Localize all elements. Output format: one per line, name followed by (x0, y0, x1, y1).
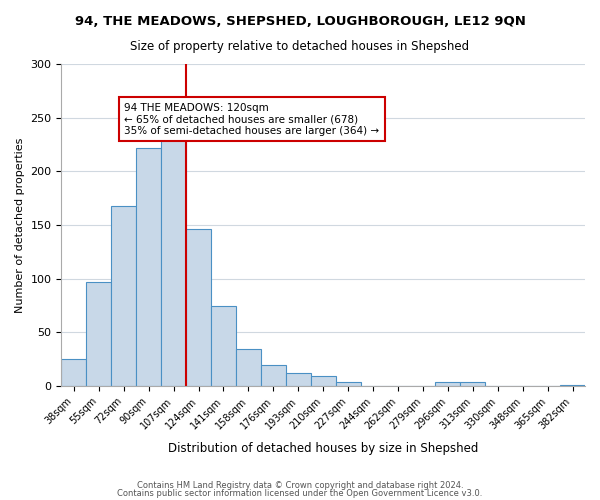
Bar (560, 385, 585, 386)
Bar (236, 348, 261, 386)
Bar (460, 382, 485, 386)
Text: 94 THE MEADOWS: 120sqm
← 65% of detached houses are smaller (678)
35% of semi-de: 94 THE MEADOWS: 120sqm ← 65% of detached… (124, 102, 379, 136)
Bar (436, 382, 460, 386)
Bar (161, 130, 186, 386)
Text: 94, THE MEADOWS, SHEPSHED, LOUGHBOROUGH, LE12 9QN: 94, THE MEADOWS, SHEPSHED, LOUGHBOROUGH,… (74, 15, 526, 28)
Bar (86, 282, 111, 386)
Bar (111, 206, 136, 386)
Bar (211, 306, 236, 386)
Text: Contains public sector information licensed under the Open Government Licence v3: Contains public sector information licen… (118, 488, 482, 498)
Bar (286, 374, 311, 386)
Bar (335, 382, 361, 386)
Y-axis label: Number of detached properties: Number of detached properties (15, 138, 25, 313)
Text: Contains HM Land Registry data © Crown copyright and database right 2024.: Contains HM Land Registry data © Crown c… (137, 481, 463, 490)
Bar (136, 148, 161, 386)
Bar (186, 230, 211, 386)
Bar (261, 364, 286, 386)
Bar (311, 376, 335, 386)
Bar (61, 360, 86, 386)
Text: Size of property relative to detached houses in Shepshed: Size of property relative to detached ho… (130, 40, 470, 53)
X-axis label: Distribution of detached houses by size in Shepshed: Distribution of detached houses by size … (168, 442, 478, 455)
